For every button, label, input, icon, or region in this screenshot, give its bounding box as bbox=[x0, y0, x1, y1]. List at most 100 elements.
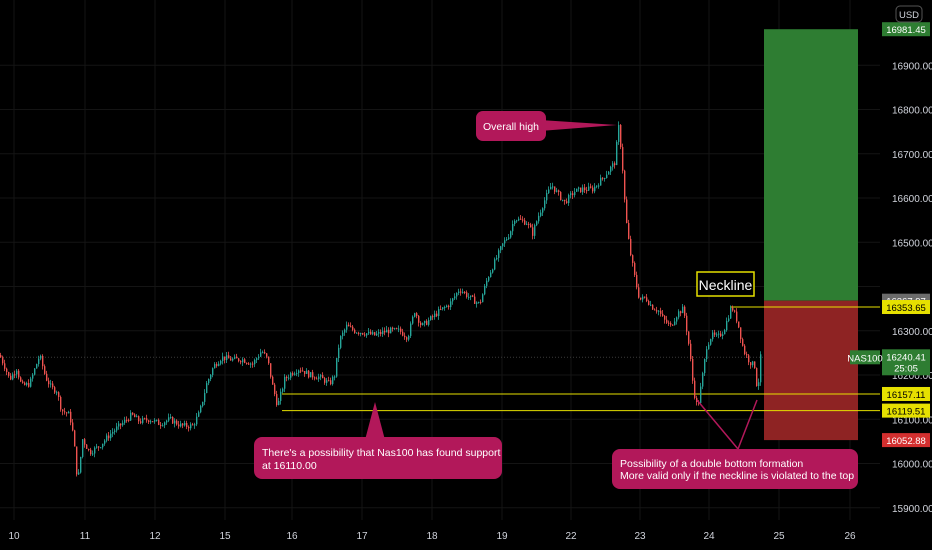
candle-body bbox=[414, 313, 416, 317]
candle-body bbox=[22, 381, 24, 383]
candle-body bbox=[660, 310, 662, 314]
candle-body bbox=[382, 330, 384, 335]
candle-body bbox=[556, 190, 558, 192]
candle-body bbox=[172, 417, 174, 424]
candle-body bbox=[44, 366, 46, 374]
candle-body bbox=[666, 319, 668, 323]
candles bbox=[0, 121, 762, 477]
candle-body bbox=[162, 425, 164, 427]
annotations: Overall high Neckline There's a possibilit… bbox=[254, 111, 858, 489]
candle-body bbox=[592, 187, 594, 192]
candle-body bbox=[70, 411, 72, 423]
candle-body bbox=[512, 224, 514, 232]
candle-body bbox=[678, 311, 680, 318]
symbol-tag bbox=[850, 350, 880, 365]
candle-body bbox=[68, 411, 70, 414]
candle-body bbox=[394, 328, 396, 330]
candle-body bbox=[504, 240, 506, 244]
candle-body bbox=[550, 186, 552, 190]
candle-body bbox=[644, 296, 646, 298]
candle-body bbox=[752, 361, 754, 366]
candle-body bbox=[464, 291, 466, 293]
candle-body bbox=[484, 285, 486, 295]
price-axis-bg bbox=[880, 0, 932, 550]
candle-body bbox=[578, 187, 580, 189]
last-price-badge bbox=[882, 349, 930, 376]
candle-body bbox=[600, 177, 602, 186]
candle-body bbox=[534, 225, 536, 236]
candle-body bbox=[748, 355, 750, 363]
candle-body bbox=[498, 250, 500, 258]
countdown-text: 25:05 bbox=[894, 363, 918, 374]
candle-body bbox=[440, 309, 442, 311]
candle-body bbox=[214, 364, 216, 369]
candle-body bbox=[112, 431, 114, 434]
candle-body bbox=[610, 166, 612, 172]
candle-body bbox=[460, 291, 462, 293]
time-axis[interactable]: 10 11 12 15 16 17 18 19 22 23 24 25 26 bbox=[0, 520, 880, 550]
candle-body bbox=[554, 186, 556, 192]
candle-body bbox=[478, 301, 480, 303]
candle-body bbox=[570, 193, 572, 196]
candle-body bbox=[696, 397, 698, 402]
price-axis[interactable]: 15900.00 16000.00 16100.00 16200.00 16300.00… bbox=[847, 0, 932, 550]
candle-body bbox=[576, 188, 578, 192]
candle-body bbox=[456, 292, 458, 297]
candle-body bbox=[376, 333, 378, 336]
candle-body bbox=[348, 324, 350, 327]
candle-body bbox=[458, 291, 460, 293]
candle-body bbox=[604, 178, 606, 180]
currency-badge[interactable]: USD bbox=[895, 5, 923, 23]
candle-body bbox=[546, 193, 548, 201]
candle-body bbox=[728, 318, 730, 321]
candle-body bbox=[470, 295, 472, 297]
candle-body bbox=[754, 361, 756, 369]
candle-body bbox=[590, 186, 592, 188]
candle-body bbox=[690, 343, 692, 359]
candle-body bbox=[100, 447, 102, 449]
candle-body bbox=[760, 354, 762, 383]
candle-body bbox=[384, 330, 386, 333]
risk-reward-zones bbox=[764, 29, 858, 441]
candle-body bbox=[286, 376, 288, 379]
candle-body bbox=[418, 315, 420, 323]
candle-body bbox=[276, 394, 278, 405]
candle-body bbox=[486, 280, 488, 286]
candle-body bbox=[420, 322, 422, 326]
candle-body bbox=[454, 296, 456, 299]
candle-body bbox=[48, 380, 50, 385]
candle-body bbox=[616, 141, 618, 166]
x-tick-label: 10 bbox=[8, 531, 20, 542]
candle-body bbox=[668, 322, 670, 324]
candle-body bbox=[134, 414, 136, 418]
candle-body bbox=[360, 333, 362, 335]
candle-body bbox=[388, 329, 390, 334]
candle-body bbox=[166, 420, 168, 423]
candle-body bbox=[80, 456, 82, 473]
candle-body bbox=[412, 316, 414, 324]
candle-body bbox=[538, 215, 540, 222]
level-badge-support-2 bbox=[882, 403, 930, 418]
candle-body bbox=[258, 356, 260, 359]
candle-body bbox=[202, 401, 204, 407]
y-tick-label: 16100.00 bbox=[892, 415, 932, 426]
candle-body bbox=[430, 316, 432, 321]
candle-body bbox=[158, 419, 160, 425]
candle-body bbox=[168, 417, 170, 421]
candle-body bbox=[6, 368, 8, 373]
candle-body bbox=[54, 387, 56, 393]
candle-body bbox=[272, 376, 274, 385]
candle-body bbox=[636, 274, 638, 288]
candle-body bbox=[634, 262, 636, 275]
neckline-text: Neckline bbox=[699, 277, 753, 293]
y-tick-label: 16600.00 bbox=[892, 194, 932, 205]
candle-body bbox=[354, 329, 356, 333]
candle-body bbox=[338, 347, 340, 359]
candle-body bbox=[282, 388, 284, 392]
candle-body bbox=[380, 332, 382, 335]
candle-body bbox=[542, 208, 544, 213]
candle-body bbox=[720, 333, 722, 336]
candle-body bbox=[62, 409, 64, 412]
candle-body bbox=[410, 323, 412, 336]
